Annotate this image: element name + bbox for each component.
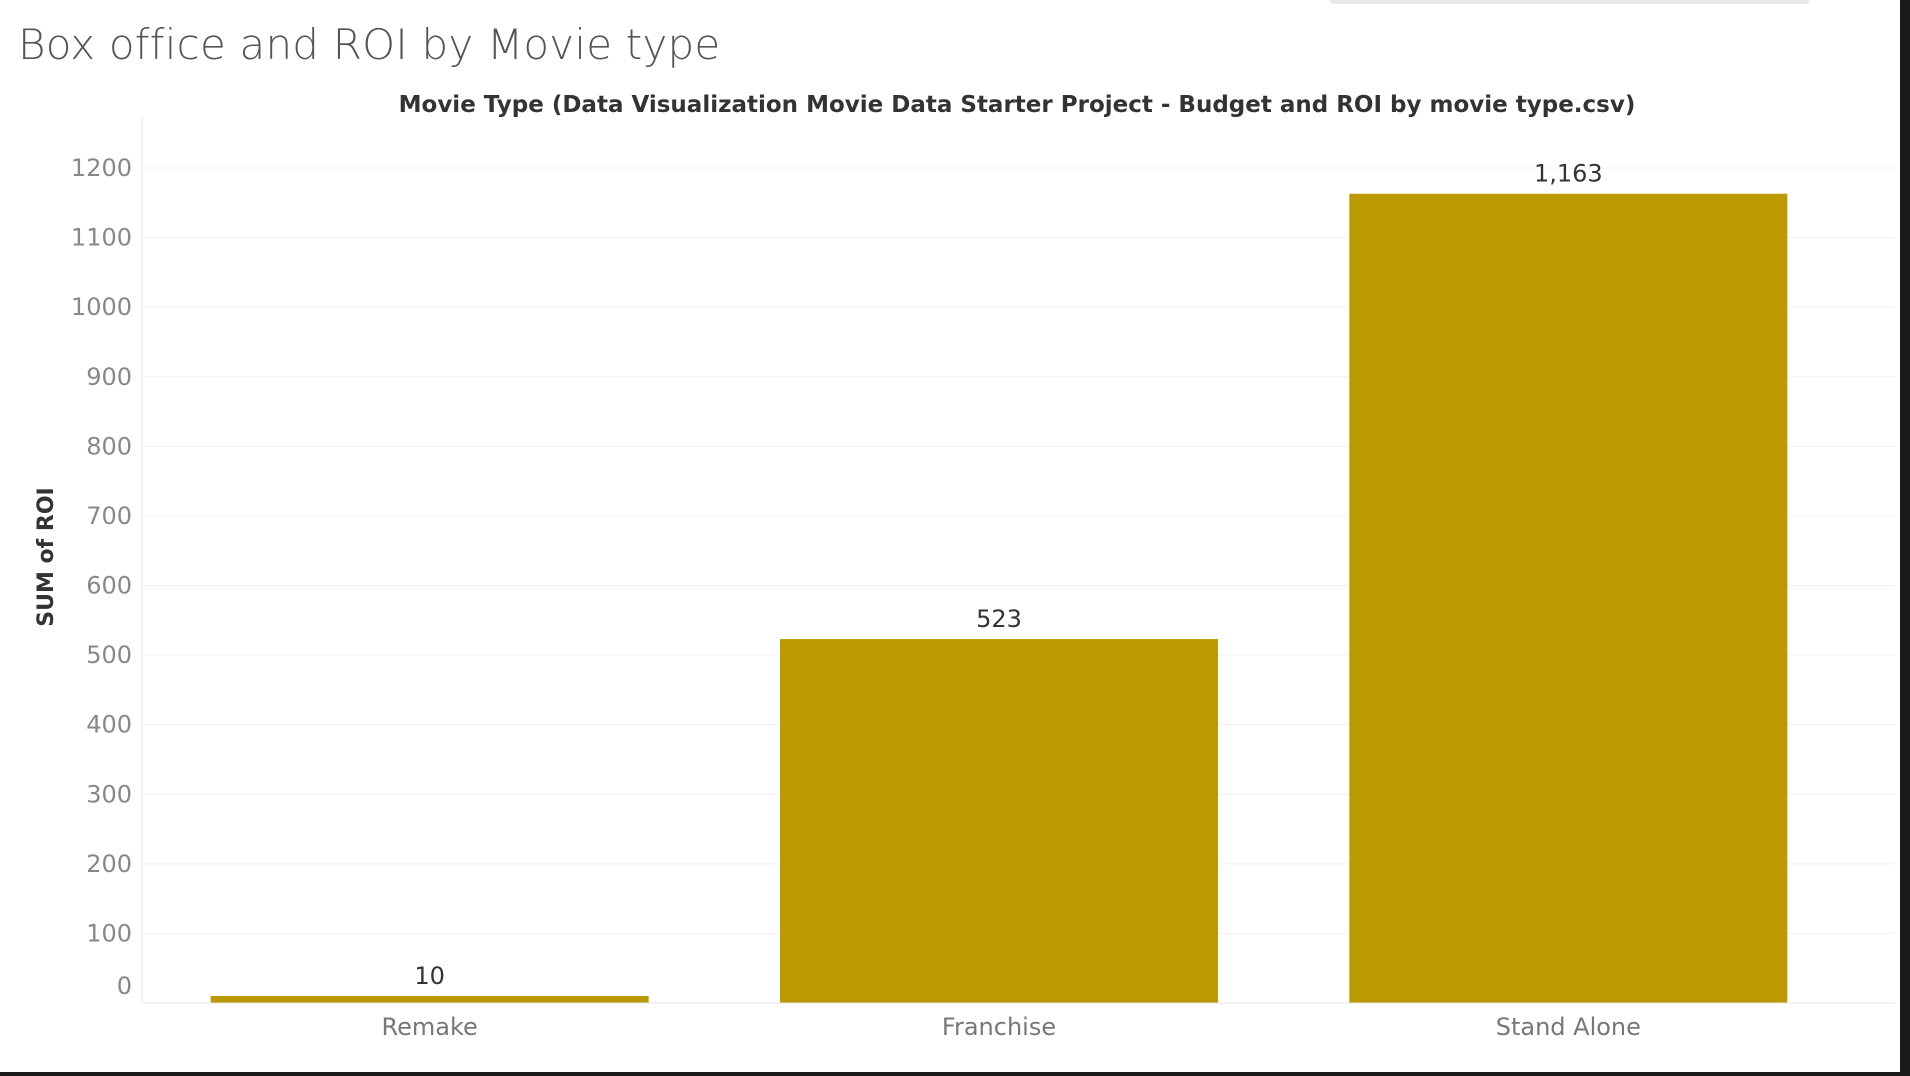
y-axis-ticks: 0 100 200 300 400 500 600 700 800 900 1000 1100 1200 — [71, 154, 132, 1000]
dashboard-title: Box office and ROI by Movie type — [18, 20, 721, 69]
y-axis-title: SUM of ROI — [34, 487, 59, 626]
toolbar-shadow — [1330, 0, 1810, 4]
x-category-label: Franchise — [942, 1013, 1056, 1041]
bar-stand-alone[interactable] — [1349, 193, 1788, 1003]
data-labels: 10 523 1,163 — [414, 160, 1602, 990]
y-tick-label: 500 — [86, 641, 132, 669]
y-tick-label: 0 — [117, 972, 132, 1000]
data-label: 523 — [976, 605, 1022, 633]
data-label: 1,163 — [1534, 160, 1603, 188]
y-tick-label: 200 — [86, 850, 132, 878]
y-tick-label: 1200 — [71, 154, 132, 182]
bar-franchise[interactable] — [780, 639, 1218, 1003]
bar-remake[interactable] — [210, 996, 649, 1003]
window-edge-right — [1900, 0, 1910, 1076]
x-axis-categories: Remake Franchise Stand Alone — [382, 1013, 1641, 1041]
y-tick-label: 800 — [86, 432, 132, 460]
bars — [210, 193, 1788, 1003]
chart-header: Movie Type (Data Visualization Movie Dat… — [399, 92, 1636, 118]
y-tick-label: 1100 — [71, 224, 132, 252]
y-tick-label: 900 — [86, 363, 132, 391]
y-tick-label: 700 — [86, 502, 132, 530]
data-label: 10 — [414, 962, 445, 990]
window-edge-bottom — [0, 1072, 1910, 1076]
x-category-label: Remake — [382, 1013, 478, 1041]
y-tick-label: 400 — [86, 711, 132, 739]
y-tick-label: 300 — [86, 780, 132, 808]
x-category-label: Stand Alone — [1496, 1013, 1641, 1041]
y-tick-label: 1000 — [71, 293, 132, 321]
y-tick-label: 600 — [86, 572, 132, 600]
y-tick-label: 100 — [86, 919, 132, 947]
